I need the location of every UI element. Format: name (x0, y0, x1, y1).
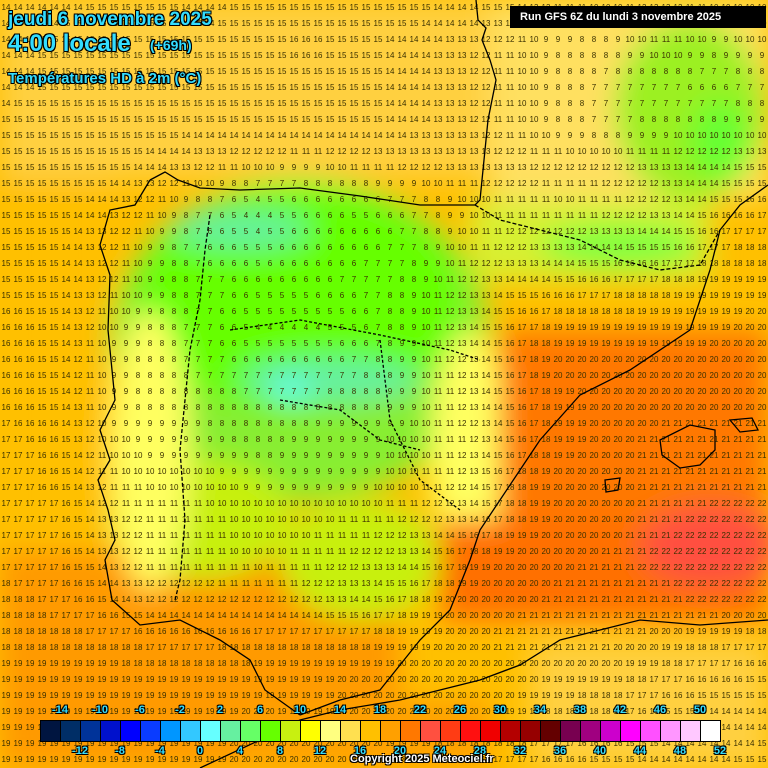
legend-swatch (41, 721, 61, 741)
legend-tick-label: 48 (673, 745, 687, 757)
legend-tick-label: 52 (713, 745, 727, 757)
legend-swatch (101, 721, 121, 741)
legend-tick-label: 16 (353, 745, 367, 757)
legend-swatch (401, 721, 421, 741)
legend-tick-label: 8 (276, 745, 284, 757)
legend-swatch (341, 721, 361, 741)
legend-tick-label: 38 (573, 704, 587, 716)
legend-tick-label: 50 (693, 704, 707, 716)
legend-tick-label: 10 (293, 704, 307, 716)
legend-tick-label: 4 (236, 745, 244, 757)
legend-swatch (661, 721, 681, 741)
legend-swatch (61, 721, 81, 741)
parameter-title: Températures HD à 2m (°C) (8, 70, 202, 87)
legend-tick-label: 32 (513, 745, 527, 757)
legend-swatch (181, 721, 201, 741)
forecast-offset: (+69h) (150, 37, 192, 53)
legend-tick-label: 12 (313, 745, 327, 757)
forecast-time: 4:00 locale (8, 30, 131, 57)
legend-tick-label: -8 (115, 745, 125, 757)
forecast-date: jeudi 6 novembre 2025 (8, 9, 212, 30)
legend-tick-label: -14 (52, 704, 68, 716)
legend-swatch (421, 721, 441, 741)
legend-tick-label: 24 (433, 745, 447, 757)
legend-tick-label: 36 (553, 745, 567, 757)
legend-swatch (601, 721, 621, 741)
legend-swatch (581, 721, 601, 741)
legend-swatch (561, 721, 581, 741)
legend-swatch (681, 721, 701, 741)
legend-swatch (141, 721, 161, 741)
color-scale-legend (40, 720, 721, 742)
legend-swatch (461, 721, 481, 741)
legend-swatch (161, 721, 181, 741)
legend-tick-label: 42 (613, 704, 627, 716)
legend-swatch (501, 721, 521, 741)
legend-swatch (121, 721, 141, 741)
legend-swatch (321, 721, 341, 741)
legend-swatch (81, 721, 101, 741)
legend-tick-label: 26 (453, 704, 467, 716)
legend-tick-label: 0 (196, 745, 204, 757)
legend-tick-label: 28 (473, 745, 487, 757)
legend-swatch (541, 721, 561, 741)
legend-tick-label: 34 (533, 704, 547, 716)
legend-swatch (621, 721, 641, 741)
legend-tick-label: 44 (633, 745, 647, 757)
copyright-notice: Copyright 2025 Meteociel.fr (350, 753, 494, 765)
legend-swatch (301, 721, 321, 741)
legend-swatch (701, 721, 720, 741)
legend-tick-label: 30 (493, 704, 507, 716)
legend-tick-label: -6 (135, 704, 145, 716)
legend-swatch (641, 721, 661, 741)
legend-tick-label: -12 (72, 745, 88, 757)
legend-swatch (281, 721, 301, 741)
legend-tick-label: 40 (593, 745, 607, 757)
legend-tick-label: 46 (653, 704, 667, 716)
legend-swatch (261, 721, 281, 741)
legend-tick-label: 18 (373, 704, 387, 716)
legend-swatch (241, 721, 261, 741)
legend-tick-label: 2 (216, 704, 224, 716)
legend-swatch (481, 721, 501, 741)
model-run-banner: Run GFS 6Z du lundi 3 novembre 2025 (510, 6, 766, 28)
legend-tick-label: 14 (333, 704, 347, 716)
legend-swatch (381, 721, 401, 741)
legend-tick-label: 22 (413, 704, 427, 716)
legend-tick-label: 6 (256, 704, 264, 716)
legend-swatch (441, 721, 461, 741)
legend-swatch (361, 721, 381, 741)
legend-swatch (221, 721, 241, 741)
legend-swatch (521, 721, 541, 741)
legend-tick-label: 20 (393, 745, 407, 757)
legend-swatch (201, 721, 221, 741)
legend-tick-label: -2 (175, 704, 185, 716)
legend-tick-label: -4 (155, 745, 165, 757)
legend-tick-label: -10 (92, 704, 108, 716)
